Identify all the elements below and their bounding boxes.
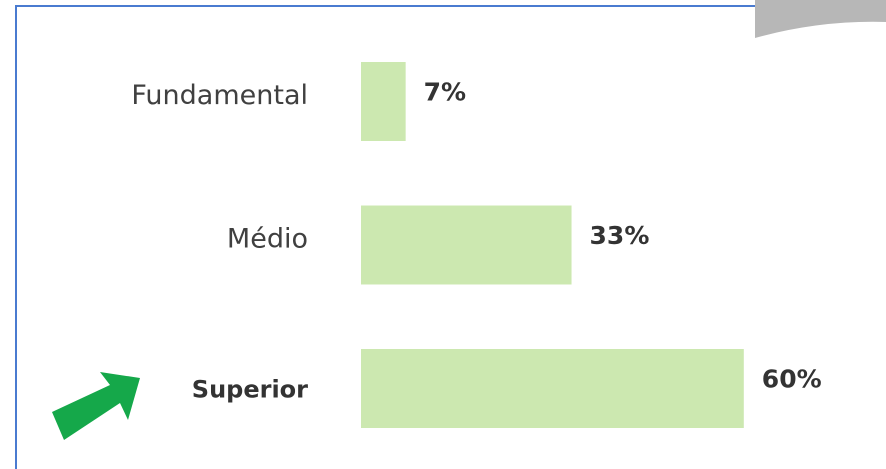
bar: [361, 205, 572, 285]
bar: [361, 349, 744, 428]
value-label: 60%: [762, 365, 822, 394]
value-label: 7%: [424, 78, 466, 107]
frame: [15, 5, 755, 469]
category-label: Médio: [227, 224, 308, 255]
bar: [361, 62, 406, 141]
value-label: 33%: [590, 221, 650, 250]
category-label: Fundamental: [131, 80, 308, 111]
page-curl: [755, 0, 886, 38]
category-label: Superior: [192, 376, 308, 404]
arrow: [52, 372, 140, 440]
